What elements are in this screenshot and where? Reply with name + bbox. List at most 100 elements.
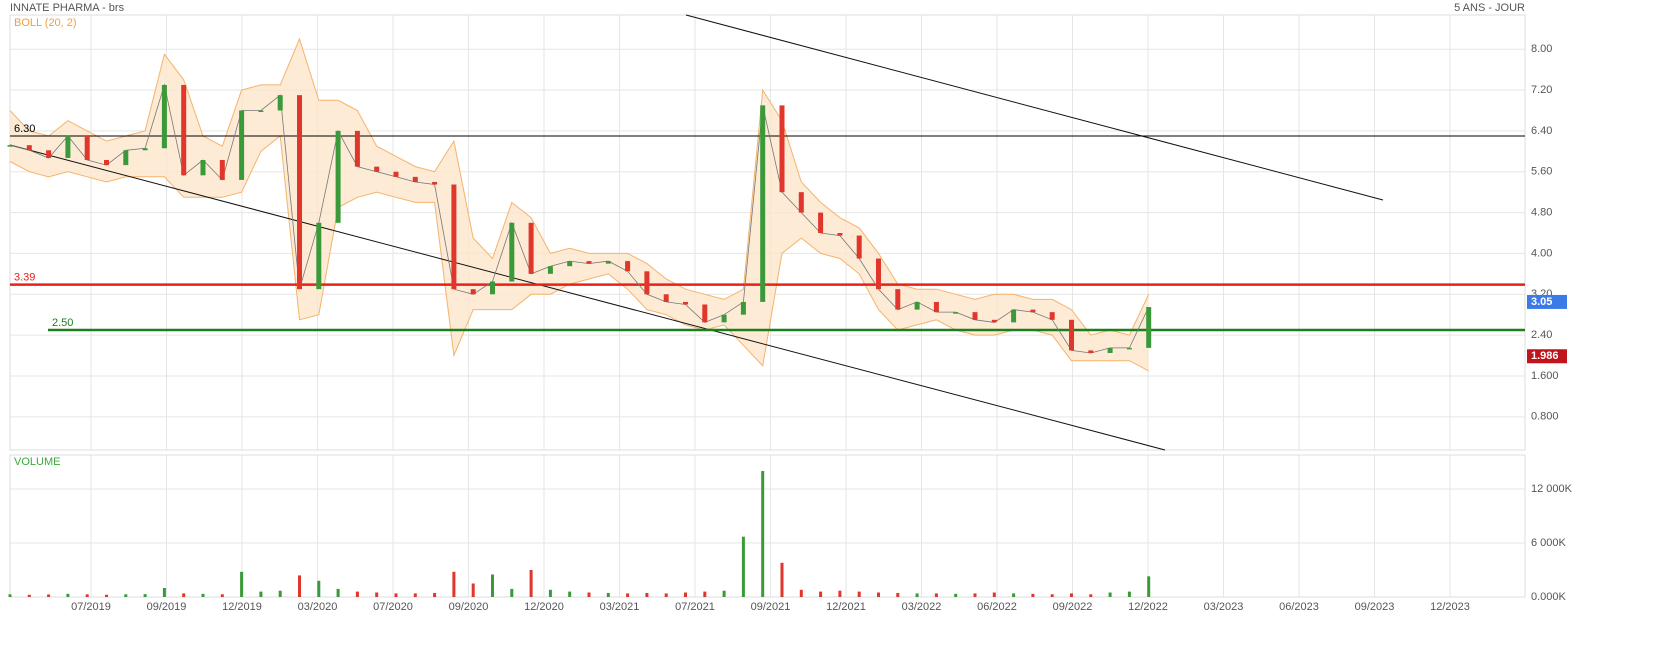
volume-bar (684, 592, 687, 597)
x-tick-label: 09/2019 (147, 601, 187, 613)
level-label: 6.30 (14, 123, 35, 135)
price-body (933, 301, 939, 313)
price-body (779, 105, 785, 193)
volume-bar (162, 588, 166, 597)
price-body (123, 150, 129, 166)
bollinger-upper (9, 37, 1150, 336)
volume-bar (1089, 594, 1093, 597)
price-body (200, 160, 206, 176)
price-body (702, 304, 708, 323)
price-body (1146, 307, 1152, 348)
price-body (876, 258, 881, 290)
price-body (46, 150, 52, 158)
volume-bar (47, 594, 51, 597)
volume-bar (27, 594, 31, 597)
volume-bar (877, 592, 880, 597)
price-line (9, 83, 1150, 354)
x-tick-label: 07/2020 (373, 601, 413, 613)
price-body (277, 95, 283, 111)
price-body (239, 110, 245, 180)
price-body (1011, 309, 1017, 323)
price-body (914, 301, 920, 310)
price-body (297, 95, 302, 290)
volume-bar (722, 590, 726, 597)
price-tag (1527, 349, 1567, 364)
price-tag-label: 3.05 (1531, 296, 1552, 308)
volume-bar (278, 590, 282, 597)
volume-bar (568, 591, 572, 597)
x-tick-label: 12/2019 (222, 601, 262, 613)
x-tick-label: 03/2023 (1204, 601, 1244, 613)
price-body (374, 166, 380, 172)
x-tick-label: 12/2022 (1128, 601, 1168, 613)
volume-bar (105, 594, 108, 597)
x-tick-label: 07/2021 (675, 601, 715, 613)
volume-bar (8, 594, 12, 597)
price-body (683, 301, 688, 305)
chart-title: INNATE PHARMA - brs (10, 2, 125, 14)
volume-bar (606, 592, 610, 597)
volume-bar (201, 593, 205, 597)
volume-bar (66, 593, 70, 597)
y-tick-label: 5.60 (1531, 166, 1552, 178)
volume-bar (375, 592, 379, 597)
price-body (760, 105, 766, 302)
y-tick-label: 6 000K (1531, 537, 1567, 549)
price-body (798, 192, 804, 213)
price-body (567, 261, 573, 267)
y-tick-label: 4.00 (1531, 247, 1552, 259)
price-body (1030, 309, 1036, 313)
price-body (354, 130, 360, 167)
volume-bar (548, 589, 552, 597)
volume-bar (355, 591, 359, 597)
volume-bar (838, 590, 842, 597)
x-tick-label: 03/2020 (298, 601, 338, 613)
volume-bar (626, 593, 630, 597)
price-body (316, 222, 322, 290)
volume-bar (799, 589, 803, 597)
price-body (663, 294, 669, 302)
price-body (856, 235, 862, 259)
volume-bar (259, 591, 263, 597)
level-label: 3.39 (14, 271, 35, 283)
volume-bar (703, 591, 707, 597)
x-tick-label: 09/2020 (449, 601, 489, 613)
x-tick-label: 06/2022 (977, 601, 1017, 613)
volume-bar (1127, 591, 1131, 597)
volume-bar (761, 471, 765, 597)
price-body (65, 136, 71, 158)
price-body (547, 266, 553, 274)
price-body (837, 233, 843, 236)
trend-line (685, 14, 1384, 201)
volume-bar (915, 593, 919, 597)
price-body (1126, 347, 1132, 350)
volume-bar (1012, 593, 1016, 597)
x-tick-label: 03/2022 (902, 601, 942, 613)
price-body (432, 181, 438, 185)
price-body (972, 312, 978, 320)
volume-bar (780, 562, 784, 597)
price-body (740, 301, 746, 315)
volume-bar (529, 570, 533, 597)
price-body (335, 130, 341, 223)
price-body (412, 176, 418, 182)
price-body (1088, 350, 1094, 353)
volume-title: VOLUME (14, 456, 60, 468)
volume-bar (645, 592, 649, 597)
price-body (991, 319, 997, 323)
volume-bar (124, 594, 128, 597)
volume-bar (1147, 576, 1151, 597)
price-body (181, 84, 187, 176)
y-tick-label: 12 000K (1531, 483, 1573, 495)
volume-bar (452, 571, 456, 597)
price-body (219, 160, 225, 180)
y-tick-label: 1.600 (1531, 370, 1559, 382)
y-tick-label: 6.40 (1531, 125, 1552, 137)
price-body (953, 312, 959, 314)
volume-bar (934, 593, 938, 597)
volume-bar (664, 593, 668, 597)
x-tick-label: 12/2020 (524, 601, 564, 613)
level-label: 2.50 (52, 317, 73, 329)
volume-bar (491, 574, 494, 597)
